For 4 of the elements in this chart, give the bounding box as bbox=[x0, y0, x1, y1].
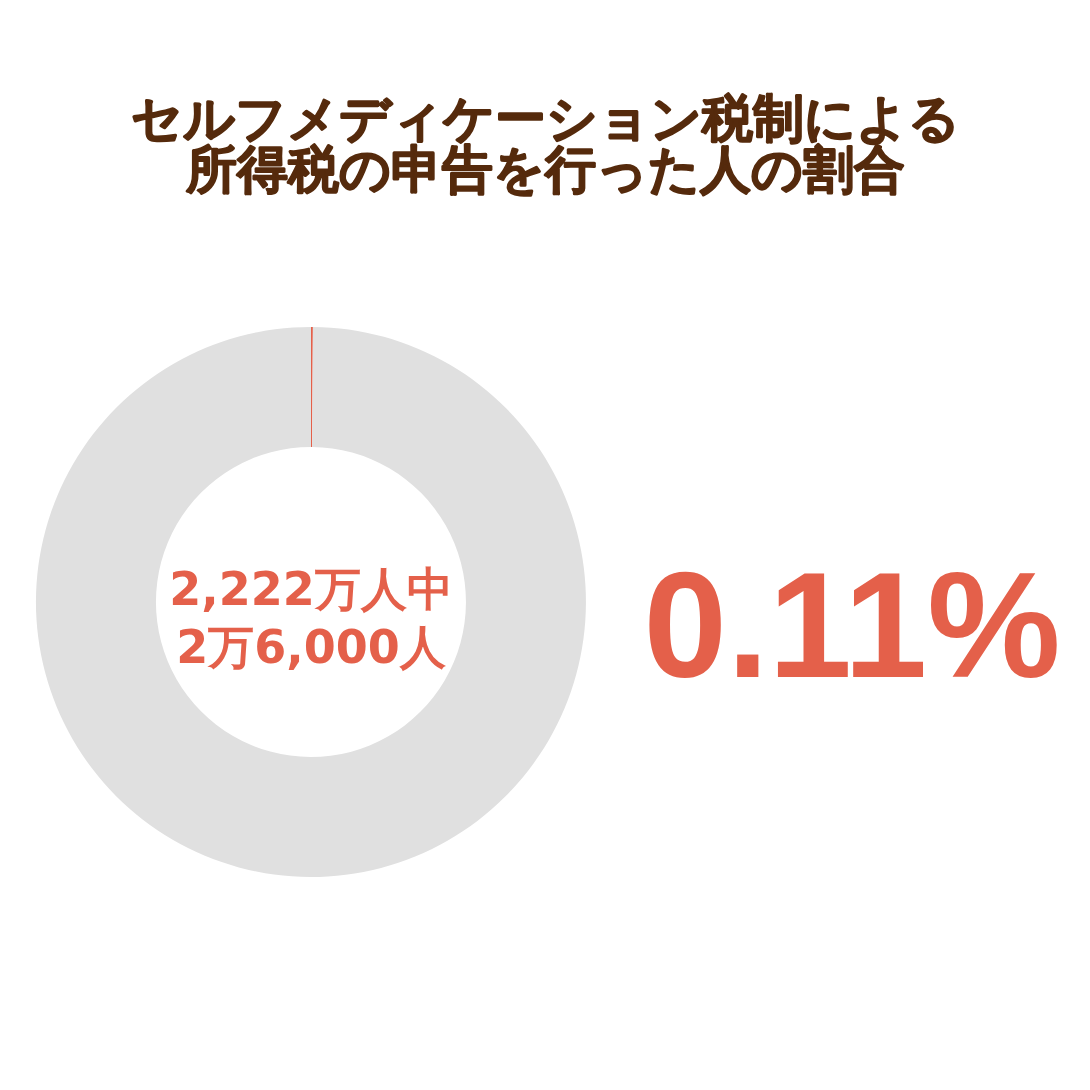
chart-title: セルフメディケーション税制による所得税の申告を行った人の割合 bbox=[130, 89, 960, 199]
text: 0.11% bbox=[643, 541, 1061, 709]
donut-slice bbox=[36, 327, 586, 877]
text: 2,222万人中 2万6,000人 bbox=[169, 562, 453, 674]
